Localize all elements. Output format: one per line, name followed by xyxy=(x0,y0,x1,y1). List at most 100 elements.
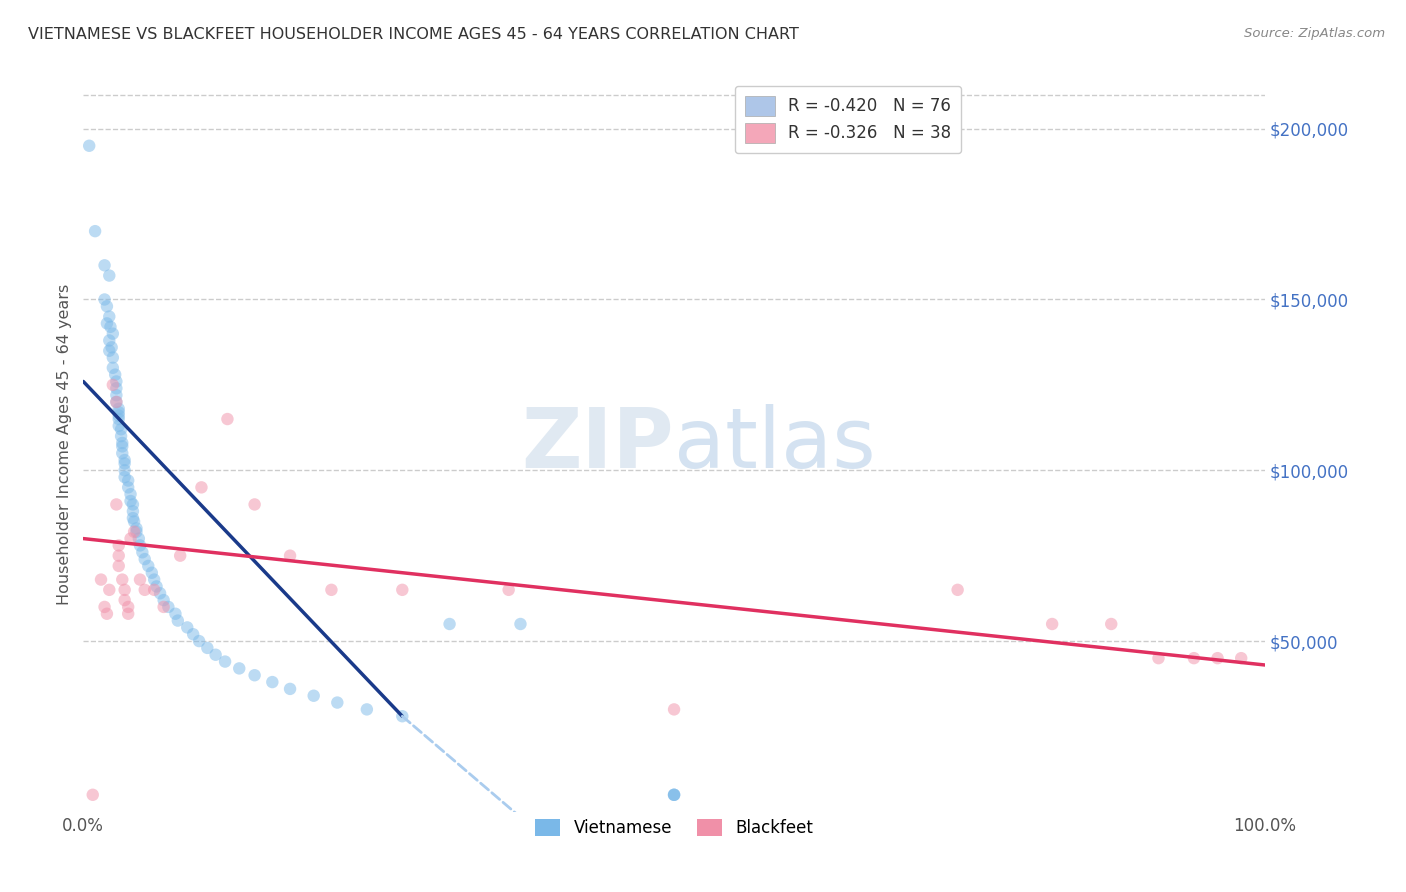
Point xyxy=(122,504,145,518)
Point xyxy=(107,418,129,433)
Point xyxy=(1147,651,1170,665)
Point xyxy=(98,343,121,358)
Point xyxy=(165,607,187,621)
Point xyxy=(278,681,301,696)
Point xyxy=(1099,617,1122,632)
Point xyxy=(188,634,211,648)
Point xyxy=(110,429,132,443)
Point xyxy=(105,388,128,402)
Point xyxy=(166,614,188,628)
Point xyxy=(662,788,685,802)
Point xyxy=(145,579,167,593)
Point xyxy=(90,573,112,587)
Point xyxy=(262,675,284,690)
Point xyxy=(356,702,378,716)
Legend: Vietnamese, Blackfeet: Vietnamese, Blackfeet xyxy=(529,813,820,844)
Point xyxy=(190,480,212,494)
Point xyxy=(243,498,266,512)
Text: Source: ZipAtlas.com: Source: ZipAtlas.com xyxy=(1244,27,1385,40)
Point xyxy=(662,788,685,802)
Point xyxy=(243,668,266,682)
Point xyxy=(107,549,129,563)
Point xyxy=(98,310,121,324)
Point xyxy=(105,395,128,409)
Point xyxy=(321,582,343,597)
Point xyxy=(104,368,127,382)
Point xyxy=(101,377,124,392)
Point xyxy=(195,640,218,655)
Point xyxy=(152,593,174,607)
Point xyxy=(117,480,139,494)
Point xyxy=(1040,617,1063,632)
Point xyxy=(278,549,301,563)
Point xyxy=(93,258,115,272)
Point xyxy=(125,524,148,539)
Point xyxy=(98,334,121,348)
Point xyxy=(391,582,413,597)
Point xyxy=(134,582,156,597)
Point xyxy=(439,617,461,632)
Point xyxy=(100,340,122,354)
Point xyxy=(105,498,128,512)
Point xyxy=(114,457,136,471)
Point xyxy=(204,648,226,662)
Point xyxy=(96,317,118,331)
Point xyxy=(111,436,134,450)
Point xyxy=(946,582,969,597)
Point xyxy=(114,463,136,477)
Point xyxy=(391,709,413,723)
Point xyxy=(157,599,180,614)
Point xyxy=(111,439,134,453)
Point xyxy=(101,360,124,375)
Point xyxy=(117,599,139,614)
Point xyxy=(100,319,122,334)
Point xyxy=(120,532,142,546)
Point xyxy=(176,620,198,634)
Point xyxy=(101,326,124,341)
Point xyxy=(105,395,128,409)
Point xyxy=(101,351,124,365)
Point xyxy=(122,511,145,525)
Point xyxy=(143,573,166,587)
Point xyxy=(111,573,134,587)
Point xyxy=(96,607,118,621)
Point xyxy=(107,405,129,419)
Point xyxy=(131,545,153,559)
Point xyxy=(114,453,136,467)
Point xyxy=(107,558,129,573)
Text: VIETNAMESE VS BLACKFEET HOUSEHOLDER INCOME AGES 45 - 64 YEARS CORRELATION CHART: VIETNAMESE VS BLACKFEET HOUSEHOLDER INCO… xyxy=(28,27,799,42)
Point xyxy=(134,552,156,566)
Point xyxy=(149,586,172,600)
Point xyxy=(93,599,115,614)
Text: ZIP: ZIP xyxy=(522,404,673,485)
Point xyxy=(107,538,129,552)
Point xyxy=(105,381,128,395)
Point xyxy=(122,515,145,529)
Y-axis label: Householder Income Ages 45 - 64 years: Householder Income Ages 45 - 64 years xyxy=(58,284,72,606)
Point xyxy=(141,566,163,580)
Point xyxy=(117,607,139,621)
Point xyxy=(181,627,204,641)
Point xyxy=(128,532,150,546)
Point xyxy=(107,409,129,423)
Point xyxy=(84,224,107,238)
Point xyxy=(228,661,250,675)
Point xyxy=(1230,651,1253,665)
Point xyxy=(120,494,142,508)
Point xyxy=(136,558,159,573)
Point xyxy=(105,375,128,389)
Point xyxy=(143,582,166,597)
Point xyxy=(111,446,134,460)
Point xyxy=(77,138,100,153)
Point xyxy=(114,582,136,597)
Point xyxy=(169,549,191,563)
Point xyxy=(1206,651,1229,665)
Point xyxy=(114,470,136,484)
Point xyxy=(662,788,685,802)
Point xyxy=(82,788,104,802)
Text: atlas: atlas xyxy=(673,404,876,485)
Point xyxy=(117,474,139,488)
Point xyxy=(96,299,118,313)
Point xyxy=(498,582,520,597)
Point xyxy=(120,487,142,501)
